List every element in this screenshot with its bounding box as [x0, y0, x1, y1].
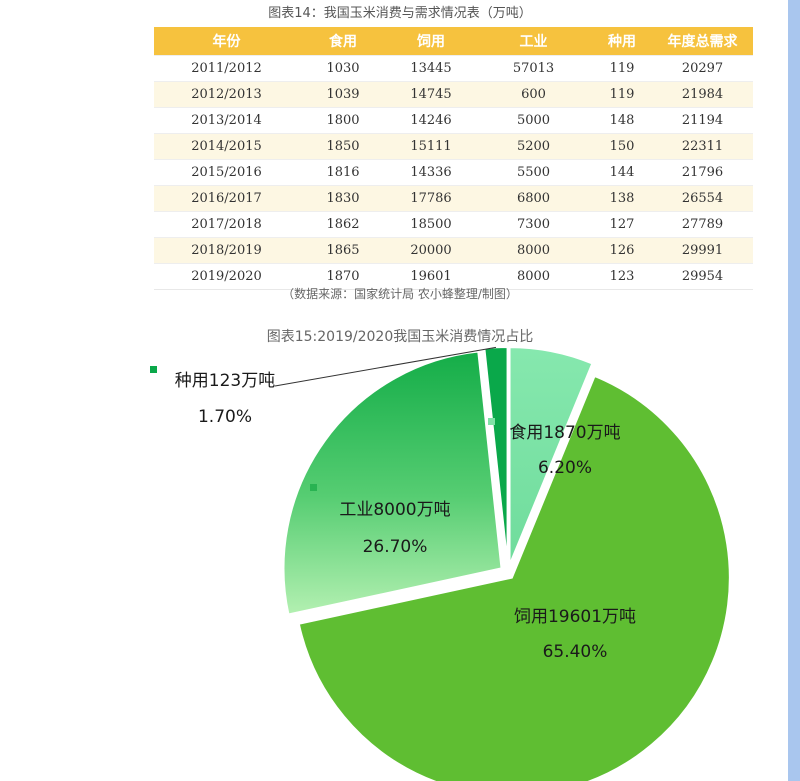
table-row: 2011/2012 1030 13445 57013 119 20297: [154, 55, 753, 82]
cell-seed: 126: [592, 237, 652, 264]
cell-feed: 14745: [387, 81, 475, 108]
cell-food: 1865: [299, 237, 387, 264]
cell-year: 2011/2012: [154, 55, 299, 82]
label-food-name: 食用1870万吨: [509, 423, 620, 443]
table-row: 2016/2017 1830 17786 6800 138 26554: [154, 185, 753, 212]
cell-seed: 144: [592, 159, 652, 186]
label-industry-percent: 26.70%: [363, 537, 428, 557]
table-row: 2015/2016 1816 14336 5500 144 21796: [154, 159, 753, 186]
cell-total: 22311: [652, 133, 753, 160]
label-feed-name: 饲用19601万吨: [514, 607, 636, 627]
label-seed-percent: 1.70%: [198, 407, 252, 427]
cell-feed: 19601: [387, 263, 475, 290]
cell-industry: 8000: [475, 237, 592, 264]
cell-feed: 17786: [387, 185, 475, 212]
cell-total: 27789: [652, 211, 753, 238]
table-row: 2014/2015 1850 15111 5200 150 22311: [154, 133, 753, 160]
table-row: 2017/2018 1862 18500 7300 127 27789: [154, 211, 753, 238]
cell-food: 1030: [299, 55, 387, 82]
label-feed-percent: 65.40%: [543, 642, 608, 662]
cell-food: 1830: [299, 185, 387, 212]
table-row: 2013/2014 1800 14246 5000 148 21194: [154, 107, 753, 134]
cell-industry: 600: [475, 81, 592, 108]
legend-marker-industry: [310, 484, 317, 491]
cell-industry: 8000: [475, 263, 592, 290]
cell-industry: 57013: [475, 55, 592, 82]
consumption-table: 年份 食用 饲用 工业 种用 年度总需求 2011/2012 1030 13445 5…: [154, 27, 753, 290]
cell-total: 20297: [652, 55, 753, 82]
table-title: 图表14：我国玉米消费与需求情况表（万吨）: [268, 6, 532, 21]
cell-food: 1862: [299, 211, 387, 238]
cell-food: 1039: [299, 81, 387, 108]
pie-slice-feed: [297, 374, 731, 781]
legend-marker-food: [488, 418, 495, 425]
cell-year: 2014/2015: [154, 133, 299, 160]
chart-title: 图表15:2019/2020我国玉米消费情况占比: [266, 329, 534, 345]
cell-food: 1850: [299, 133, 387, 160]
cell-industry: 5200: [475, 133, 592, 160]
cell-year: 2018/2019: [154, 237, 299, 264]
pie-slice-industry: [282, 350, 503, 616]
cell-total: 21194: [652, 107, 753, 134]
header-year: 年份: [154, 27, 299, 56]
pie-slice-food: [508, 346, 594, 566]
cell-food: 1816: [299, 159, 387, 186]
cell-total: 21796: [652, 159, 753, 186]
table-header-row: 年份 食用 饲用 工业 种用 年度总需求: [154, 27, 753, 56]
data-source-note: （数据来源：国家统计局 农小蜂整理/制图）: [282, 287, 518, 301]
table-row: 2018/2019 1865 20000 8000 126 29991: [154, 237, 753, 264]
label-industry-name: 工业8000万吨: [339, 500, 450, 520]
cell-total: 29991: [652, 237, 753, 264]
legend-marker-seed: [150, 366, 157, 373]
cell-food: 1870: [299, 263, 387, 290]
cell-seed: 138: [592, 185, 652, 212]
cell-year: 2013/2014: [154, 107, 299, 134]
pie-slice-seed: [483, 346, 509, 566]
header-feed: 饲用: [387, 27, 475, 56]
cell-feed: 15111: [387, 133, 475, 160]
cell-food: 1800: [299, 107, 387, 134]
cell-year: 2019/2020: [154, 263, 299, 290]
cell-total: 29954: [652, 263, 753, 290]
header-food: 食用: [299, 27, 387, 56]
label-seed-name: 种用123万吨: [175, 371, 275, 391]
cell-total: 21984: [652, 81, 753, 108]
cell-year: 2012/2013: [154, 81, 299, 108]
cell-year: 2017/2018: [154, 211, 299, 238]
leader-line-seed: [274, 346, 497, 387]
label-food-percent: 6.20%: [538, 458, 592, 478]
table-row: 2012/2013 1039 14745 600 119 21984: [154, 81, 753, 108]
cell-feed: 13445: [387, 55, 475, 82]
cell-feed: 14336: [387, 159, 475, 186]
cell-industry: 7300: [475, 211, 592, 238]
right-edge-strip: [788, 0, 800, 781]
header-seed: 种用: [592, 27, 652, 56]
cell-seed: 150: [592, 133, 652, 160]
header-industry: 工业: [475, 27, 592, 56]
table-row: 2019/2020 1870 19601 8000 123 29954: [154, 263, 753, 290]
cell-seed: 148: [592, 107, 652, 134]
header-total: 年度总需求: [652, 27, 753, 56]
cell-year: 2016/2017: [154, 185, 299, 212]
cell-seed: 127: [592, 211, 652, 238]
cell-seed: 119: [592, 55, 652, 82]
cell-feed: 18500: [387, 211, 475, 238]
cell-seed: 123: [592, 263, 652, 290]
cell-total: 26554: [652, 185, 753, 212]
cell-industry: 6800: [475, 185, 592, 212]
cell-year: 2015/2016: [154, 159, 299, 186]
cell-seed: 119: [592, 81, 652, 108]
cell-industry: 5500: [475, 159, 592, 186]
cell-feed: 14246: [387, 107, 475, 134]
cell-feed: 20000: [387, 237, 475, 264]
cell-industry: 5000: [475, 107, 592, 134]
